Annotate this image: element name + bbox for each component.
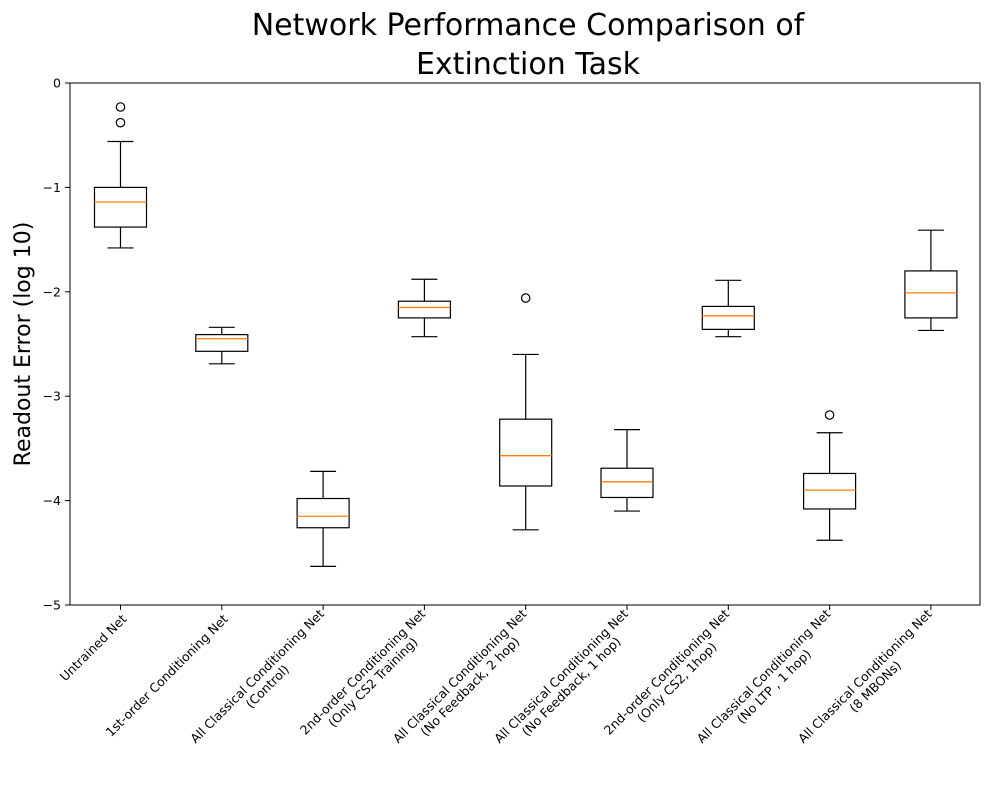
box-iqr xyxy=(195,334,249,352)
outlier-point xyxy=(824,410,835,420)
axes-frame xyxy=(69,82,981,606)
y-tick-label: −1 xyxy=(43,180,61,195)
box-iqr xyxy=(904,270,958,319)
x-category-label-line: (Only CS2 Training) xyxy=(325,634,421,730)
box-iqr xyxy=(93,186,148,228)
box-iqr xyxy=(701,305,755,330)
y-tick-label: −4 xyxy=(43,493,61,508)
box-iqr xyxy=(600,467,654,499)
x-category-label: Untrained Net xyxy=(57,611,130,684)
box-iqr xyxy=(802,472,857,510)
outlier-point xyxy=(115,117,126,128)
y-tick-label: −5 xyxy=(43,598,61,613)
chart-title-line-2: Extinction Task xyxy=(416,47,641,82)
y-tick-label: −3 xyxy=(43,389,61,404)
y-tick-label: −2 xyxy=(43,284,61,299)
outlier-point xyxy=(520,293,531,303)
box-iqr xyxy=(397,300,451,319)
x-category-label-line: Untrained Net xyxy=(57,611,130,684)
y-axis-label: Readout Error (log 10) xyxy=(11,222,36,467)
box-iqr xyxy=(296,497,350,529)
outlier-point xyxy=(115,102,126,112)
chart-title-line-1: Network Performance Comparison of xyxy=(252,8,806,43)
y-tick-label: 0 xyxy=(53,76,61,91)
box-iqr xyxy=(499,418,553,487)
